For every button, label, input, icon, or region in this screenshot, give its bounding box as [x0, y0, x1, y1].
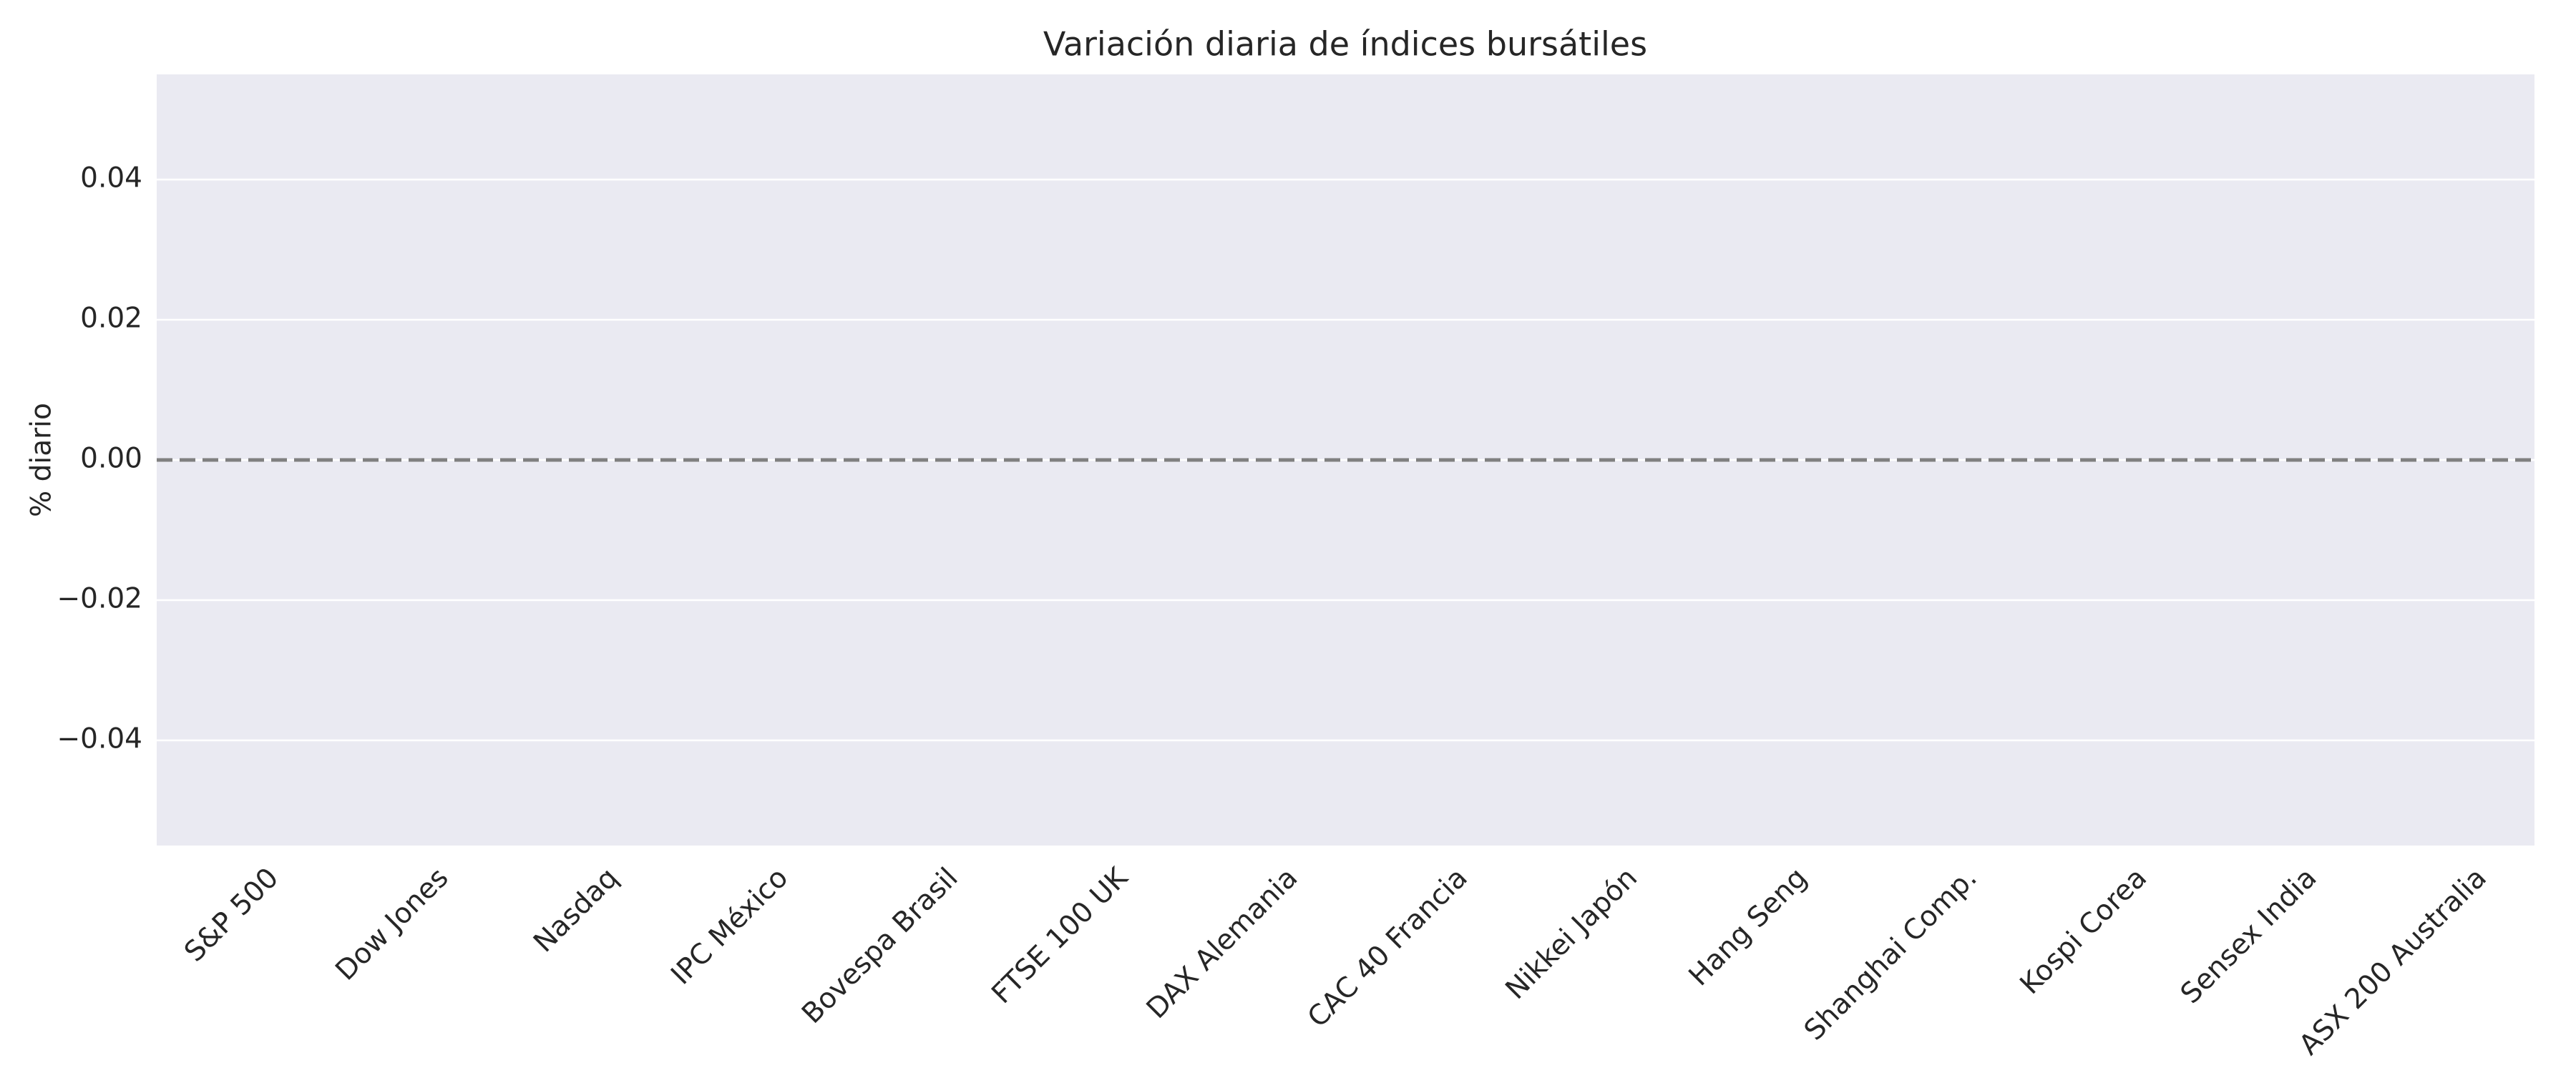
x-tick-label: Hang Seng — [1683, 862, 1814, 993]
y-tick-label: 0.02 — [80, 303, 142, 335]
y-tick-label: 0.00 — [80, 443, 142, 475]
x-tick-label: ASX 200 Australia — [2293, 862, 2493, 1062]
y-tick-label: −0.04 — [57, 723, 142, 755]
y-tick-label: −0.02 — [57, 583, 142, 615]
x-tick-label: DAX Alemania — [1141, 862, 1304, 1025]
x-tick-label: Sensex India — [2175, 862, 2323, 1010]
x-tick-label: Nasdaq — [527, 862, 625, 959]
chart-title: Variación diaria de índices bursátiles — [1043, 25, 1647, 64]
x-tick-label: Kospi Corea — [2014, 862, 2153, 1001]
y-tick-label: 0.04 — [80, 162, 142, 195]
x-tick-label: Nikkei Japón — [1500, 862, 1644, 1006]
x-tick-label: Dow Jones — [329, 862, 454, 987]
x-tick-label: IPC México — [665, 862, 794, 991]
x-tick-label: S&P 500 — [178, 862, 285, 969]
y-axis-label: % diario — [26, 403, 58, 517]
x-tick-label: CAC 40 Francia — [1302, 862, 1474, 1034]
x-tick-label: Shanghai Comp. — [1798, 862, 1984, 1047]
x-tick-label: Bovespa Brasil — [796, 862, 964, 1030]
x-tick-label: FTSE 100 UK — [986, 861, 1135, 1010]
